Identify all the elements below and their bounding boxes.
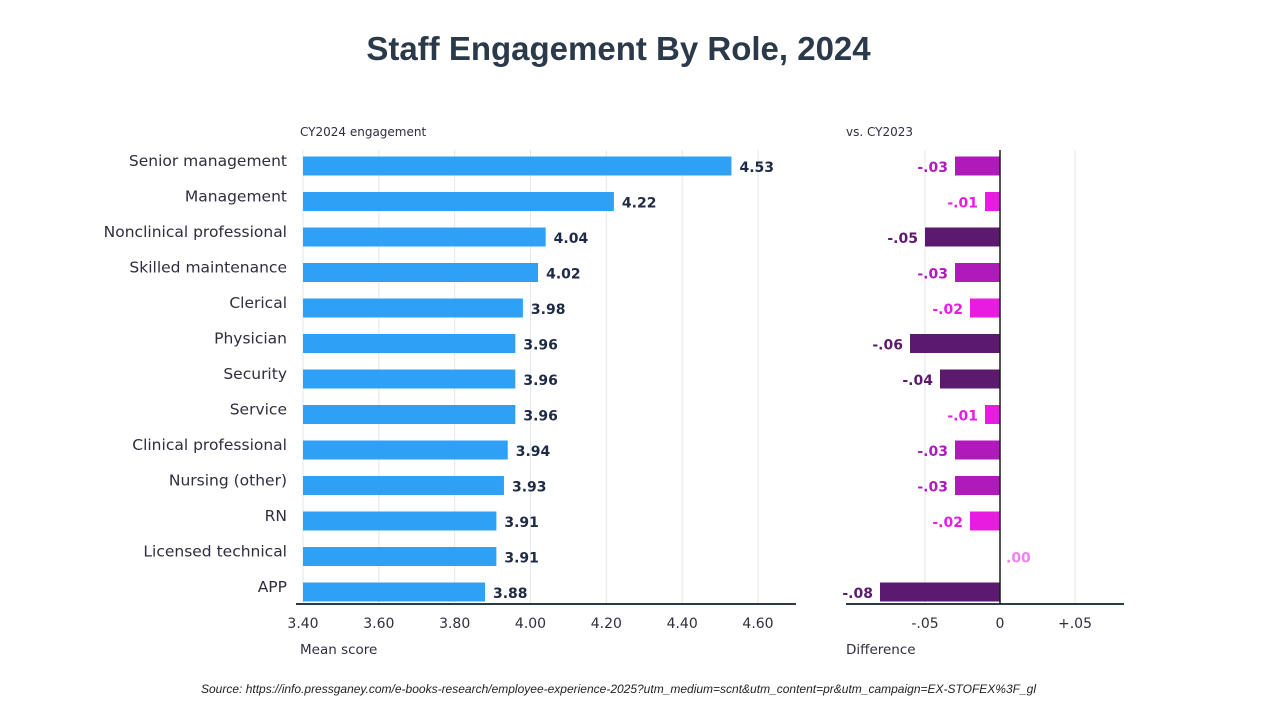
category-label: Clerical bbox=[229, 294, 287, 312]
left-panel-subtitle: CY2024 engagement bbox=[300, 125, 426, 139]
tick-label: 0 bbox=[996, 616, 1005, 632]
right-gridlines bbox=[924, 150, 1076, 604]
bar bbox=[303, 369, 516, 389]
bar bbox=[303, 227, 546, 247]
chart-title: Staff Engagement By Role, 2024 bbox=[366, 30, 871, 67]
tick-label: 4.40 bbox=[667, 616, 698, 632]
difference-label: -.03 bbox=[917, 267, 948, 283]
right-tick-labels: -.05 0 +.05 bbox=[911, 616, 1092, 632]
tick-label: 4.00 bbox=[515, 616, 546, 632]
tick-label: 3.80 bbox=[439, 616, 470, 632]
difference-bar bbox=[925, 227, 1000, 247]
difference-label: -.01 bbox=[947, 196, 978, 212]
difference-label: -.06 bbox=[872, 338, 903, 354]
tick-label: +.05 bbox=[1058, 616, 1092, 632]
bar bbox=[303, 405, 516, 424]
difference-bar bbox=[955, 263, 1000, 282]
difference-bar bbox=[880, 582, 1000, 602]
category-label: Licensed technical bbox=[143, 543, 287, 561]
difference-bar bbox=[985, 405, 1000, 424]
bar-value-label: 3.91 bbox=[504, 551, 539, 567]
tick-label: 3.60 bbox=[363, 616, 394, 632]
difference-bar bbox=[955, 440, 1000, 460]
source-note: Source: https://info.pressganey.com/e-bo… bbox=[201, 682, 1036, 696]
tick-label: 4.20 bbox=[591, 616, 622, 632]
right-x-axis-title: Difference bbox=[846, 642, 916, 658]
difference-label: -.03 bbox=[917, 480, 948, 496]
category-label: Nursing (other) bbox=[169, 472, 287, 490]
bar-value-label: 3.91 bbox=[504, 515, 539, 531]
difference-label: -.02 bbox=[932, 302, 963, 318]
bar-value-label: 4.22 bbox=[622, 196, 657, 212]
bar bbox=[303, 192, 614, 211]
bar-value-label: 4.04 bbox=[554, 231, 589, 247]
bar bbox=[303, 511, 497, 531]
difference-bar bbox=[910, 334, 1000, 353]
bar bbox=[303, 440, 508, 460]
left-bars: 4.53 4.22 4.04 4.02 3.98 3.96 3.96 3.96 3.94 3.93… bbox=[303, 156, 774, 602]
bar-value-label: 4.02 bbox=[546, 267, 581, 283]
right-panel-subtitle: vs. CY2023 bbox=[846, 125, 913, 139]
difference-label: -.04 bbox=[902, 373, 933, 389]
left-x-axis-title: Mean score bbox=[300, 642, 377, 658]
right-bars: -.03 -.01 -.05 -.03 -.02 -.06 -.04 -.01 -.03 -.03… bbox=[842, 156, 1031, 602]
bar bbox=[303, 547, 497, 566]
bar bbox=[303, 263, 539, 282]
difference-label: -.03 bbox=[917, 444, 948, 460]
left-tick-labels: 3.40 3.60 3.80 4.00 4.20 4.40 4.60 bbox=[287, 616, 773, 632]
bar bbox=[303, 476, 504, 495]
tick-label: 4.60 bbox=[742, 616, 773, 632]
bar-value-label: 3.98 bbox=[531, 302, 566, 318]
bar-value-label: 3.96 bbox=[523, 409, 558, 425]
category-label: Security bbox=[223, 365, 287, 383]
category-labels: Senior management Management Nonclinical p… bbox=[104, 152, 287, 596]
difference-label: -.03 bbox=[917, 160, 948, 176]
difference-label: -.05 bbox=[887, 231, 918, 247]
bar bbox=[303, 334, 516, 353]
category-label: Physician bbox=[214, 330, 287, 348]
difference-bar bbox=[970, 511, 1000, 531]
difference-label: -.08 bbox=[842, 586, 873, 602]
difference-bar bbox=[970, 298, 1000, 318]
bar-value-label: 3.93 bbox=[512, 480, 547, 496]
difference-bar bbox=[955, 476, 1000, 495]
category-label: Management bbox=[185, 188, 287, 206]
category-label: Senior management bbox=[129, 152, 287, 170]
bar-value-label: 3.96 bbox=[523, 338, 558, 354]
bar bbox=[303, 582, 485, 602]
bar-value-label: 3.96 bbox=[523, 373, 558, 389]
bar bbox=[303, 156, 732, 176]
category-label: Service bbox=[230, 401, 287, 419]
difference-label: -.02 bbox=[932, 515, 963, 531]
category-label: RN bbox=[265, 507, 287, 525]
bar-value-label: 3.94 bbox=[516, 444, 551, 460]
tick-label: 3.40 bbox=[287, 616, 318, 632]
difference-label: -.01 bbox=[947, 409, 978, 425]
bar bbox=[303, 298, 523, 318]
bar-value-label: 4.53 bbox=[739, 160, 774, 176]
difference-bar bbox=[985, 192, 1000, 211]
difference-bar bbox=[955, 156, 1000, 176]
category-label: Clinical professional bbox=[132, 436, 287, 454]
bar-value-label: 3.88 bbox=[493, 586, 528, 602]
category-label: Nonclinical professional bbox=[104, 223, 287, 241]
tick-label: -.05 bbox=[911, 616, 938, 632]
difference-bar bbox=[940, 369, 1000, 389]
category-label: APP bbox=[258, 578, 287, 596]
category-label: Skilled maintenance bbox=[129, 259, 287, 277]
difference-label: .00 bbox=[1006, 551, 1031, 567]
